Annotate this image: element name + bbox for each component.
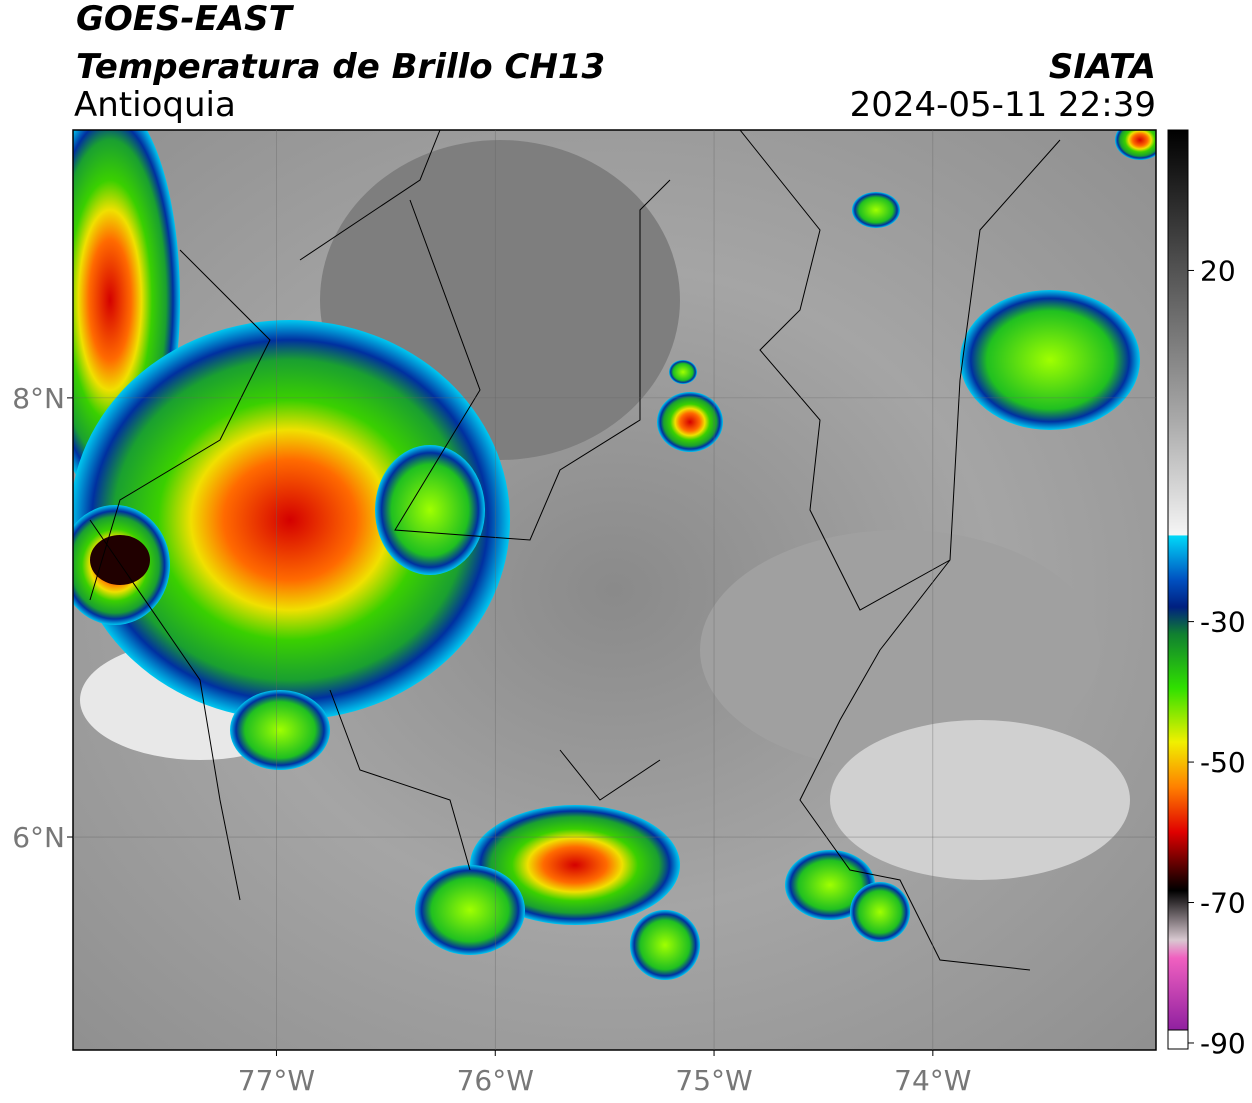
subtitle: Temperatura de Brillo CH13 — [76, 47, 605, 87]
satellite-image — [73, 130, 1156, 1050]
source: SIATA — [1049, 47, 1156, 87]
title: GOES-EAST — [76, 0, 295, 39]
x-tick-label: 76°W — [457, 1064, 534, 1097]
colorbar-tick-label: -70 — [1200, 887, 1246, 920]
colorbar-tick-label: 20 — [1200, 254, 1236, 287]
colorbar-extension — [1167, 1029, 1189, 1050]
colorbar — [1168, 130, 1188, 1030]
colorbar-tick-label: -50 — [1200, 746, 1246, 779]
x-tick-label: 74°W — [894, 1064, 971, 1097]
y-tick-label: 8°N — [12, 382, 65, 415]
map-frame — [72, 129, 1157, 1051]
datetime: 2024-05-11 22:39 — [850, 85, 1156, 125]
region: Antioquia — [74, 85, 236, 125]
y-tick-label: 6°N — [12, 821, 65, 854]
x-tick-label: 75°W — [675, 1064, 752, 1097]
colorbar-tick-label: -90 — [1200, 1027, 1246, 1060]
colorbar-tick-label: -30 — [1200, 606, 1246, 639]
x-tick-label: 77°W — [238, 1064, 315, 1097]
colorbar-frame — [1167, 129, 1189, 1050]
